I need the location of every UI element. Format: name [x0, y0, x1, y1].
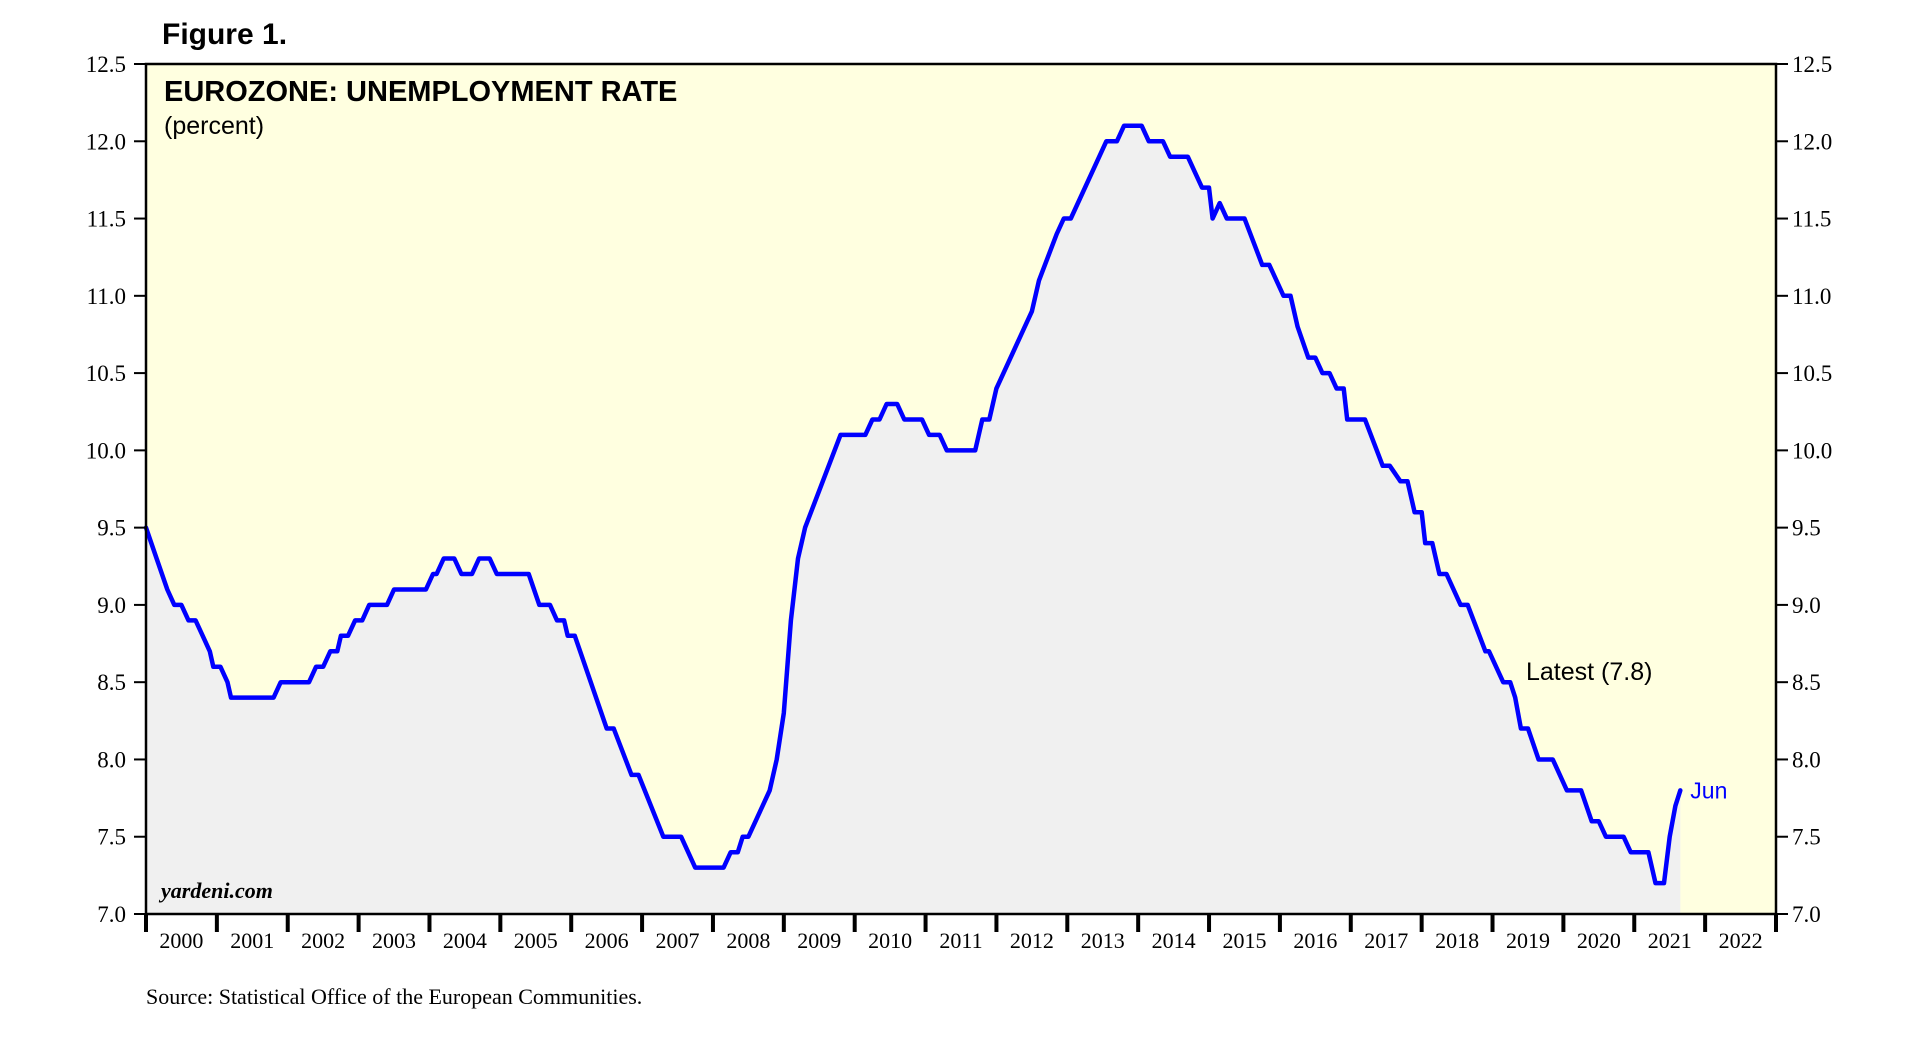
y-tick-label-right: 11.5 [1792, 207, 1831, 232]
latest-annotation: Latest (7.8) [1526, 658, 1652, 686]
x-tick-label: 2012 [1010, 928, 1054, 953]
y-tick-label-right: 10.5 [1792, 361, 1832, 386]
y-tick-label-left: 12.5 [86, 52, 126, 77]
x-tick-label: 2015 [1222, 928, 1266, 953]
y-tick-label-right: 12.5 [1792, 52, 1832, 77]
y-tick-label-left: 10.0 [86, 438, 126, 463]
plot-frame [144, 62, 1778, 916]
chart-title: EUROZONE: UNEMPLOYMENT RATE [164, 76, 677, 108]
y-axis-left: 7.0 7.5 8.0 8.5 9.0 9.5 10.0 10.5 11.0 11.5 12.0 12… [86, 52, 146, 927]
y-tick-label-left: 12.0 [86, 129, 126, 154]
y-tick-label-right: 9.5 [1792, 516, 1821, 541]
y-tick-label-left: 11.5 [87, 207, 126, 232]
y-tick-label-left: 8.0 [97, 747, 126, 772]
x-axis: 2000 2001 2002 2003 2004 2005 2006 2007 2008 2009… [144, 914, 1778, 953]
y-tick-label-left: 11.0 [87, 284, 126, 309]
x-tick-label: 2016 [1293, 928, 1337, 953]
x-tick-label: 2018 [1435, 928, 1479, 953]
y-tick-label-left: 10.5 [86, 361, 126, 386]
y-tick-label-right: 10.0 [1792, 438, 1832, 463]
x-tick-label: 2019 [1506, 928, 1550, 953]
y-axis-right: 7.0 7.5 8.0 8.5 9.0 9.5 10.0 10.5 11.0 11.5 12.0 12… [1776, 52, 1832, 927]
y-tick-label-left: 8.5 [97, 670, 126, 695]
y-tick-label-right: 7.5 [1792, 825, 1821, 850]
y-tick-label-left: 9.5 [97, 516, 126, 541]
y-tick-label-right: 11.0 [1792, 284, 1831, 309]
y-tick-label-left: 7.5 [97, 825, 126, 850]
x-tick-label: 2003 [372, 928, 416, 953]
x-tick-label: 2002 [301, 928, 345, 953]
figure-label: Figure 1. [162, 18, 287, 51]
x-tick-label: 2001 [230, 928, 274, 953]
x-tick-label: 2004 [443, 928, 487, 953]
x-tick-label: 2005 [514, 928, 558, 953]
x-tick-label: 2009 [797, 928, 841, 953]
x-tick-label: 2011 [939, 928, 982, 953]
x-tick-label: 2013 [1081, 928, 1125, 953]
y-tick-label-left: 7.0 [97, 902, 126, 927]
x-tick-label: 2021 [1648, 928, 1692, 953]
chart-subtitle: (percent) [164, 112, 264, 140]
watermark: yardeni.com [158, 878, 273, 903]
x-tick-label: 2006 [585, 928, 629, 953]
latest-month-label: Jun [1690, 777, 1727, 803]
x-tick-label: 2014 [1152, 928, 1196, 953]
x-tick-label: 2010 [868, 928, 912, 953]
y-tick-label-right: 12.0 [1792, 129, 1832, 154]
x-tick-label: 2022 [1719, 928, 1763, 953]
x-tick-label: 2017 [1364, 928, 1408, 953]
x-tick-label: 2020 [1577, 928, 1621, 953]
series-line [143, 123, 1683, 886]
area-under-line [146, 125, 1681, 915]
y-tick-label-right: 8.5 [1792, 670, 1821, 695]
x-tick-label: 2007 [656, 928, 700, 953]
x-tick-label: 2000 [159, 928, 203, 953]
y-tick-label-right: 7.0 [1792, 902, 1821, 927]
y-tick-label-left: 9.0 [97, 593, 126, 618]
y-tick-label-right: 8.0 [1792, 747, 1821, 772]
source-note: Source: Statistical Office of the Europe… [146, 984, 642, 1009]
x-tick-label: 2008 [726, 928, 770, 953]
y-tick-label-right: 9.0 [1792, 593, 1821, 618]
